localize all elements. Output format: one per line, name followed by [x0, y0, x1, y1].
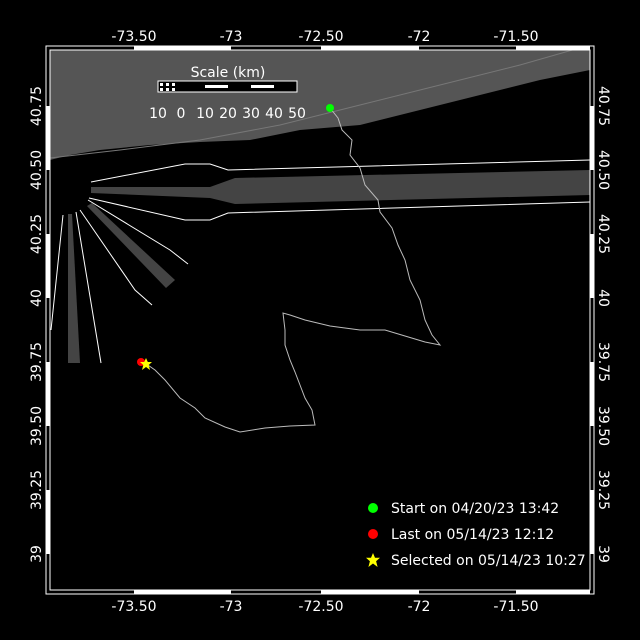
scale-label: 10 [149, 106, 167, 122]
scale-label: 50 [288, 106, 306, 122]
lat-tick-label-right: 40.25 [595, 214, 611, 254]
legend-last-label: Last on 05/14/23 12:12 [391, 527, 554, 543]
lon-tick-label-top: -73 [220, 29, 243, 45]
lon-tick-label-top: -71.50 [493, 29, 538, 45]
lat-tick-label-left: 39.50 [29, 406, 45, 446]
lat-tick-label-right: 40.50 [595, 150, 611, 190]
shipping-lane-east [91, 170, 590, 204]
lon-tick-label-bottom: -72.50 [298, 599, 343, 615]
scale-label: 20 [219, 106, 237, 122]
selected-marker-star[interactable] [140, 358, 152, 370]
lane-boundary-se-2 [79, 209, 153, 306]
shipping-lane-southeast [87, 203, 175, 288]
lane-boundary-s-1 [50, 214, 64, 331]
lat-tick-label-left: 40.75 [29, 86, 45, 126]
scale-label: 10 [196, 106, 214, 122]
lane-boundary-s-2 [75, 211, 102, 364]
lat-tick-label-left: 40.25 [29, 214, 45, 254]
lat-tick-label-right: 39 [595, 545, 611, 563]
lane-boundary-north [90, 159, 590, 183]
scale-bar [157, 80, 298, 93]
lon-tick-label-top: -72.50 [298, 29, 343, 45]
lat-tick-label-right: 39.50 [595, 406, 611, 446]
scale-title: Scale (km) [191, 65, 266, 81]
lon-tick-label-bottom: -72 [408, 599, 431, 615]
shoreline [50, 50, 575, 159]
lat-tick-label-right: 40.75 [595, 86, 611, 126]
lon-tick-label-top: -73.50 [111, 29, 156, 45]
lat-tick-label-left: 40 [29, 289, 45, 307]
lat-tick-label-right: 40 [595, 289, 611, 307]
lat-tick-label-right: 39.75 [595, 342, 611, 382]
axis-frame-inner [49, 49, 591, 591]
start-marker[interactable] [326, 104, 334, 112]
lon-tick-label-top: -72 [408, 29, 431, 45]
glider-track [144, 107, 442, 433]
land-long-island [50, 50, 590, 160]
lon-tick-label-bottom: -71.50 [493, 599, 538, 615]
scale-label: 0 [177, 106, 186, 122]
scale-label: 40 [265, 106, 283, 122]
lane-boundary-south [88, 197, 590, 221]
scale-label: 30 [242, 106, 260, 122]
lane-boundary-se-1 [87, 199, 189, 265]
lat-tick-label-left: 39.25 [29, 470, 45, 510]
lat-tick-label-left: 40.50 [29, 150, 45, 190]
legend-selected-star-icon [366, 553, 380, 567]
lon-tick-label-bottom: -73.50 [111, 599, 156, 615]
axis-frame-outer [45, 45, 595, 595]
lon-tick-label-bottom: -73 [220, 599, 243, 615]
legend-start-icon [368, 503, 378, 513]
lat-tick-label-left: 39.75 [29, 342, 45, 382]
legend-last-icon [368, 529, 378, 539]
lat-tick-label-left: 39 [29, 545, 45, 563]
lat-tick-label-right: 39.25 [595, 470, 611, 510]
legend: Start on 04/20/23 13:42 Last on 05/14/23… [366, 501, 586, 569]
legend-start-label: Start on 04/20/23 13:42 [391, 501, 559, 517]
axis-frame-segments [46, 46, 594, 594]
legend-selected-label: Selected on 05/14/23 10:27 [391, 553, 586, 569]
shipping-lane-south [68, 214, 80, 363]
